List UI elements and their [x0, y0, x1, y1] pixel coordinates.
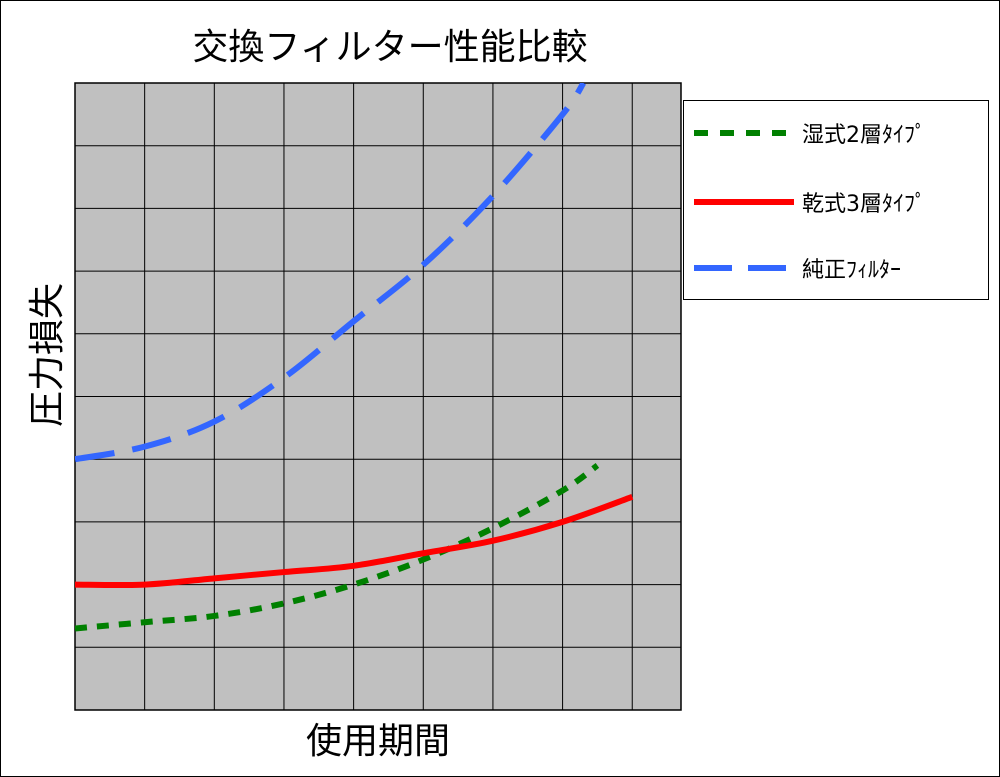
legend-item-wet: 湿式2層ﾀｲﾌﾟ — [694, 113, 984, 153]
legend-label-genuine: 純正ﾌｨﾙﾀｰ — [802, 258, 902, 283]
x-axis-label: 使用期間 — [305, 721, 450, 762]
series-genuine-filter-line — [75, 83, 587, 463]
legend-item-genuine: 純正ﾌｨﾙﾀｰ — [694, 248, 984, 288]
legend-label-dry: 乾式3層ﾀｲﾌﾟ — [802, 192, 926, 217]
legend-swatch-wet — [694, 130, 794, 136]
legend-label-wet: 湿式2層ﾀｲﾌﾟ — [802, 123, 926, 148]
series-wet-2layer-line — [75, 463, 600, 632]
legend-swatch-dry — [694, 199, 794, 205]
legend-swatch-genuine — [694, 265, 794, 271]
legend-item-dry: 乾式3層ﾀｲﾌﾟ — [694, 182, 984, 222]
series-dry-3layer-line — [75, 493, 634, 589]
chart-title: 交換フィルター性能比較 — [192, 27, 588, 68]
plot-border — [74, 82, 682, 711]
legend: 湿式2層ﾀｲﾌﾟ 乾式3層ﾀｲﾌﾟ 純正ﾌｨﾙﾀｰ — [683, 100, 989, 300]
